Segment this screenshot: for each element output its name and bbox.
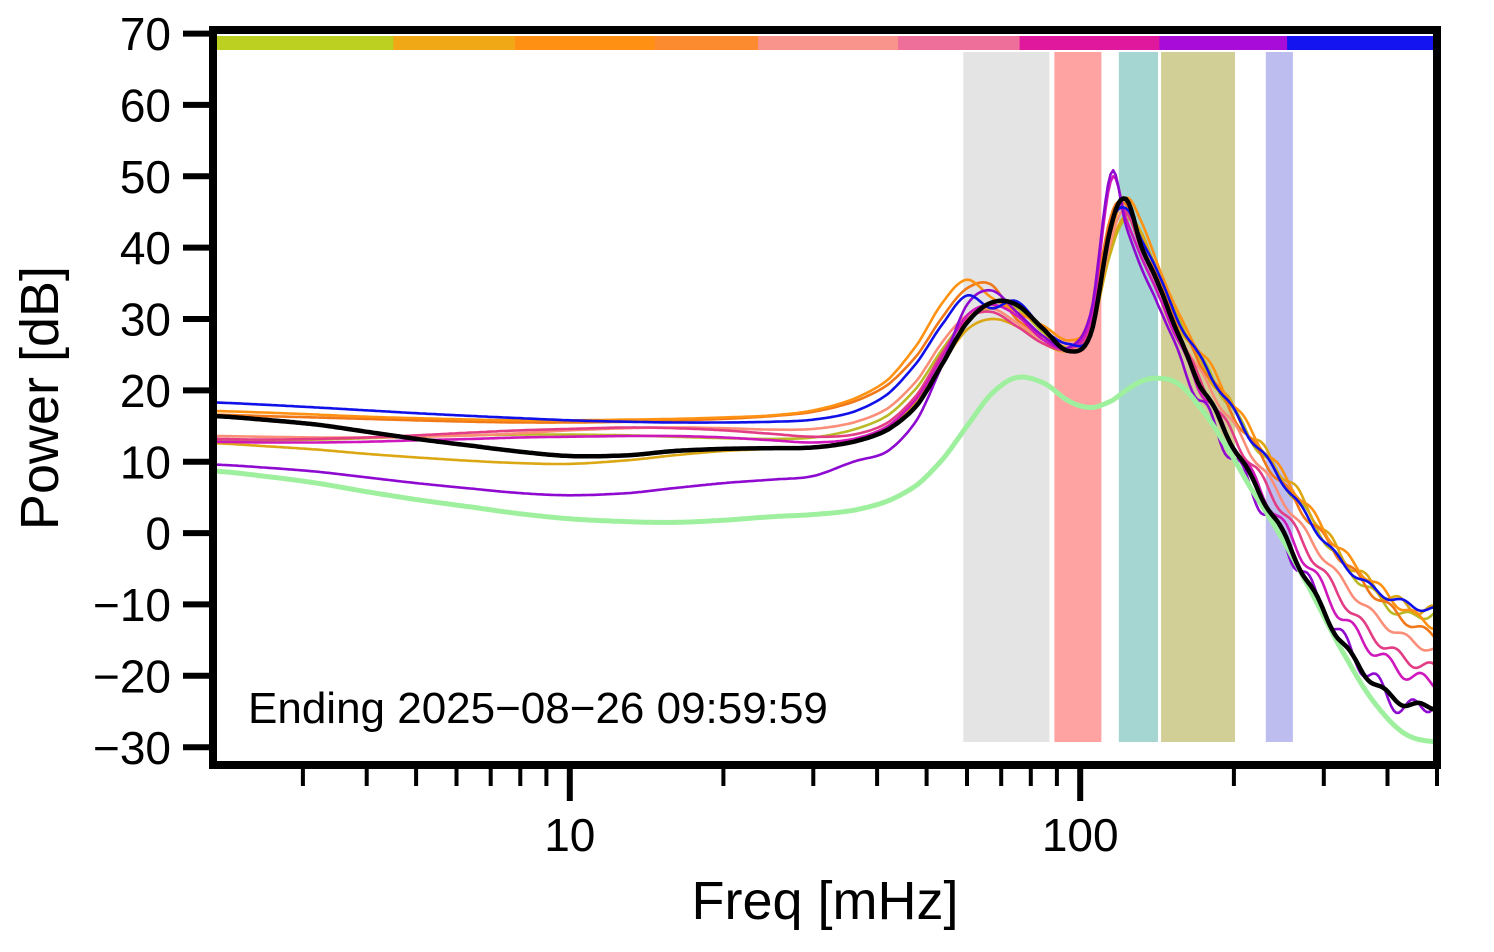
y-axis-title: Power [dB] bbox=[10, 265, 70, 531]
trace-black-mean bbox=[210, 196, 1440, 712]
y-tick-label: 60 bbox=[120, 79, 171, 131]
x-tick-label: 10 bbox=[544, 809, 595, 861]
y-tick-label: 70 bbox=[120, 8, 171, 60]
trace-orange-dark bbox=[211, 199, 1439, 641]
y-tick-label: −20 bbox=[93, 650, 171, 702]
y-tick-label: −10 bbox=[93, 579, 171, 631]
colorbar-segment bbox=[514, 36, 656, 50]
colorbar-segment bbox=[1019, 36, 1161, 50]
trace-goldenrod bbox=[211, 214, 1439, 616]
colorbar-segment bbox=[758, 36, 899, 50]
x-axis-title: Freq [mHz] bbox=[691, 871, 959, 931]
trace-lightgreen bbox=[210, 374, 1440, 745]
plot-frame bbox=[209, 26, 1441, 769]
time-colorbar bbox=[217, 36, 1434, 50]
colorbar-segment bbox=[1287, 36, 1434, 50]
colorbar-segment bbox=[1159, 36, 1289, 50]
colorbar-segment bbox=[654, 36, 760, 50]
trace-blue bbox=[211, 206, 1439, 613]
y-tick-label: 50 bbox=[120, 151, 171, 203]
band bbox=[1265, 52, 1293, 742]
trace-pink bbox=[211, 207, 1439, 670]
band bbox=[1118, 52, 1158, 742]
colorbar-segment bbox=[393, 36, 516, 50]
y-tick-label: 10 bbox=[120, 436, 171, 488]
ending-timestamp-annotation: Ending 2025−08−26 09:59:59 bbox=[248, 684, 828, 733]
colorbar-segment bbox=[898, 36, 1021, 50]
x-tick-label: 100 bbox=[1042, 809, 1119, 861]
y-tick-label: 30 bbox=[120, 294, 171, 346]
y-tick-label: 40 bbox=[120, 222, 171, 274]
traces bbox=[210, 169, 1440, 745]
y-tick-label: 0 bbox=[145, 508, 171, 560]
axis-ticks bbox=[183, 30, 1439, 801]
y-tick-label: −30 bbox=[93, 722, 171, 774]
y-tick-label: 20 bbox=[120, 365, 171, 417]
band bbox=[963, 52, 1050, 742]
trace-salmon bbox=[211, 207, 1439, 652]
colorbar-segment bbox=[217, 36, 395, 50]
frequency-bands bbox=[963, 52, 1293, 742]
